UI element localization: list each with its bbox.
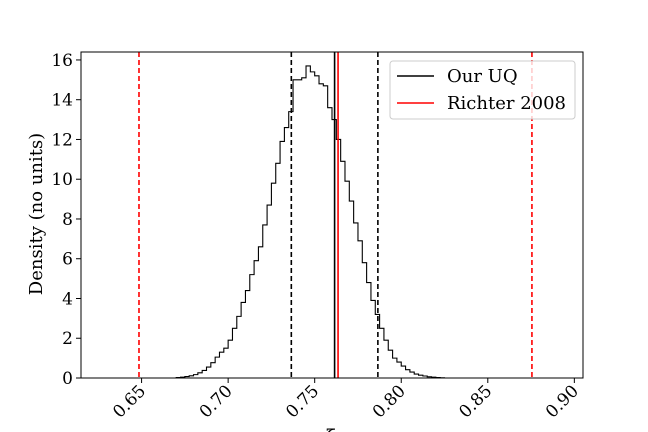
x-tick-label: 0.65 bbox=[109, 381, 150, 422]
legend-box bbox=[389, 60, 576, 120]
legend-label: Richter 2008 bbox=[447, 93, 566, 114]
x-axis-title: ξ bbox=[326, 426, 336, 432]
y-tick-label: 2 bbox=[62, 329, 73, 349]
x-tick-label: 0.85 bbox=[455, 381, 496, 422]
legend: Our UQ Richter 2008 bbox=[389, 60, 576, 120]
y-tick-label: 16 bbox=[51, 51, 73, 71]
y-tick-label: 8 bbox=[62, 210, 73, 230]
plot-area bbox=[175, 65, 446, 379]
x-tick-label: 0.90 bbox=[542, 381, 583, 422]
y-tick-label: 10 bbox=[51, 170, 73, 190]
y-axis: 0 2 4 6 8 10 12 14 16 bbox=[51, 51, 81, 389]
reference-lines bbox=[138, 52, 533, 378]
y-tick-label: 6 bbox=[62, 250, 73, 270]
axes-frame bbox=[80, 51, 584, 379]
x-tick-label: 0.70 bbox=[196, 381, 237, 422]
y-tick-label: 4 bbox=[62, 289, 73, 309]
y-axis-title: Density (no units) bbox=[26, 133, 47, 295]
legend-label: Our UQ bbox=[447, 66, 518, 87]
y-tick-label: 0 bbox=[62, 369, 73, 389]
y-tick-label: 14 bbox=[51, 91, 73, 111]
x-tick-label: 0.75 bbox=[282, 381, 323, 422]
x-axis: 0.65 0.70 0.75 0.80 0.85 0.90 bbox=[109, 378, 583, 422]
y-tick-label: 12 bbox=[51, 130, 73, 150]
x-tick-label: 0.80 bbox=[369, 381, 410, 422]
histogram-outline bbox=[175, 65, 446, 379]
